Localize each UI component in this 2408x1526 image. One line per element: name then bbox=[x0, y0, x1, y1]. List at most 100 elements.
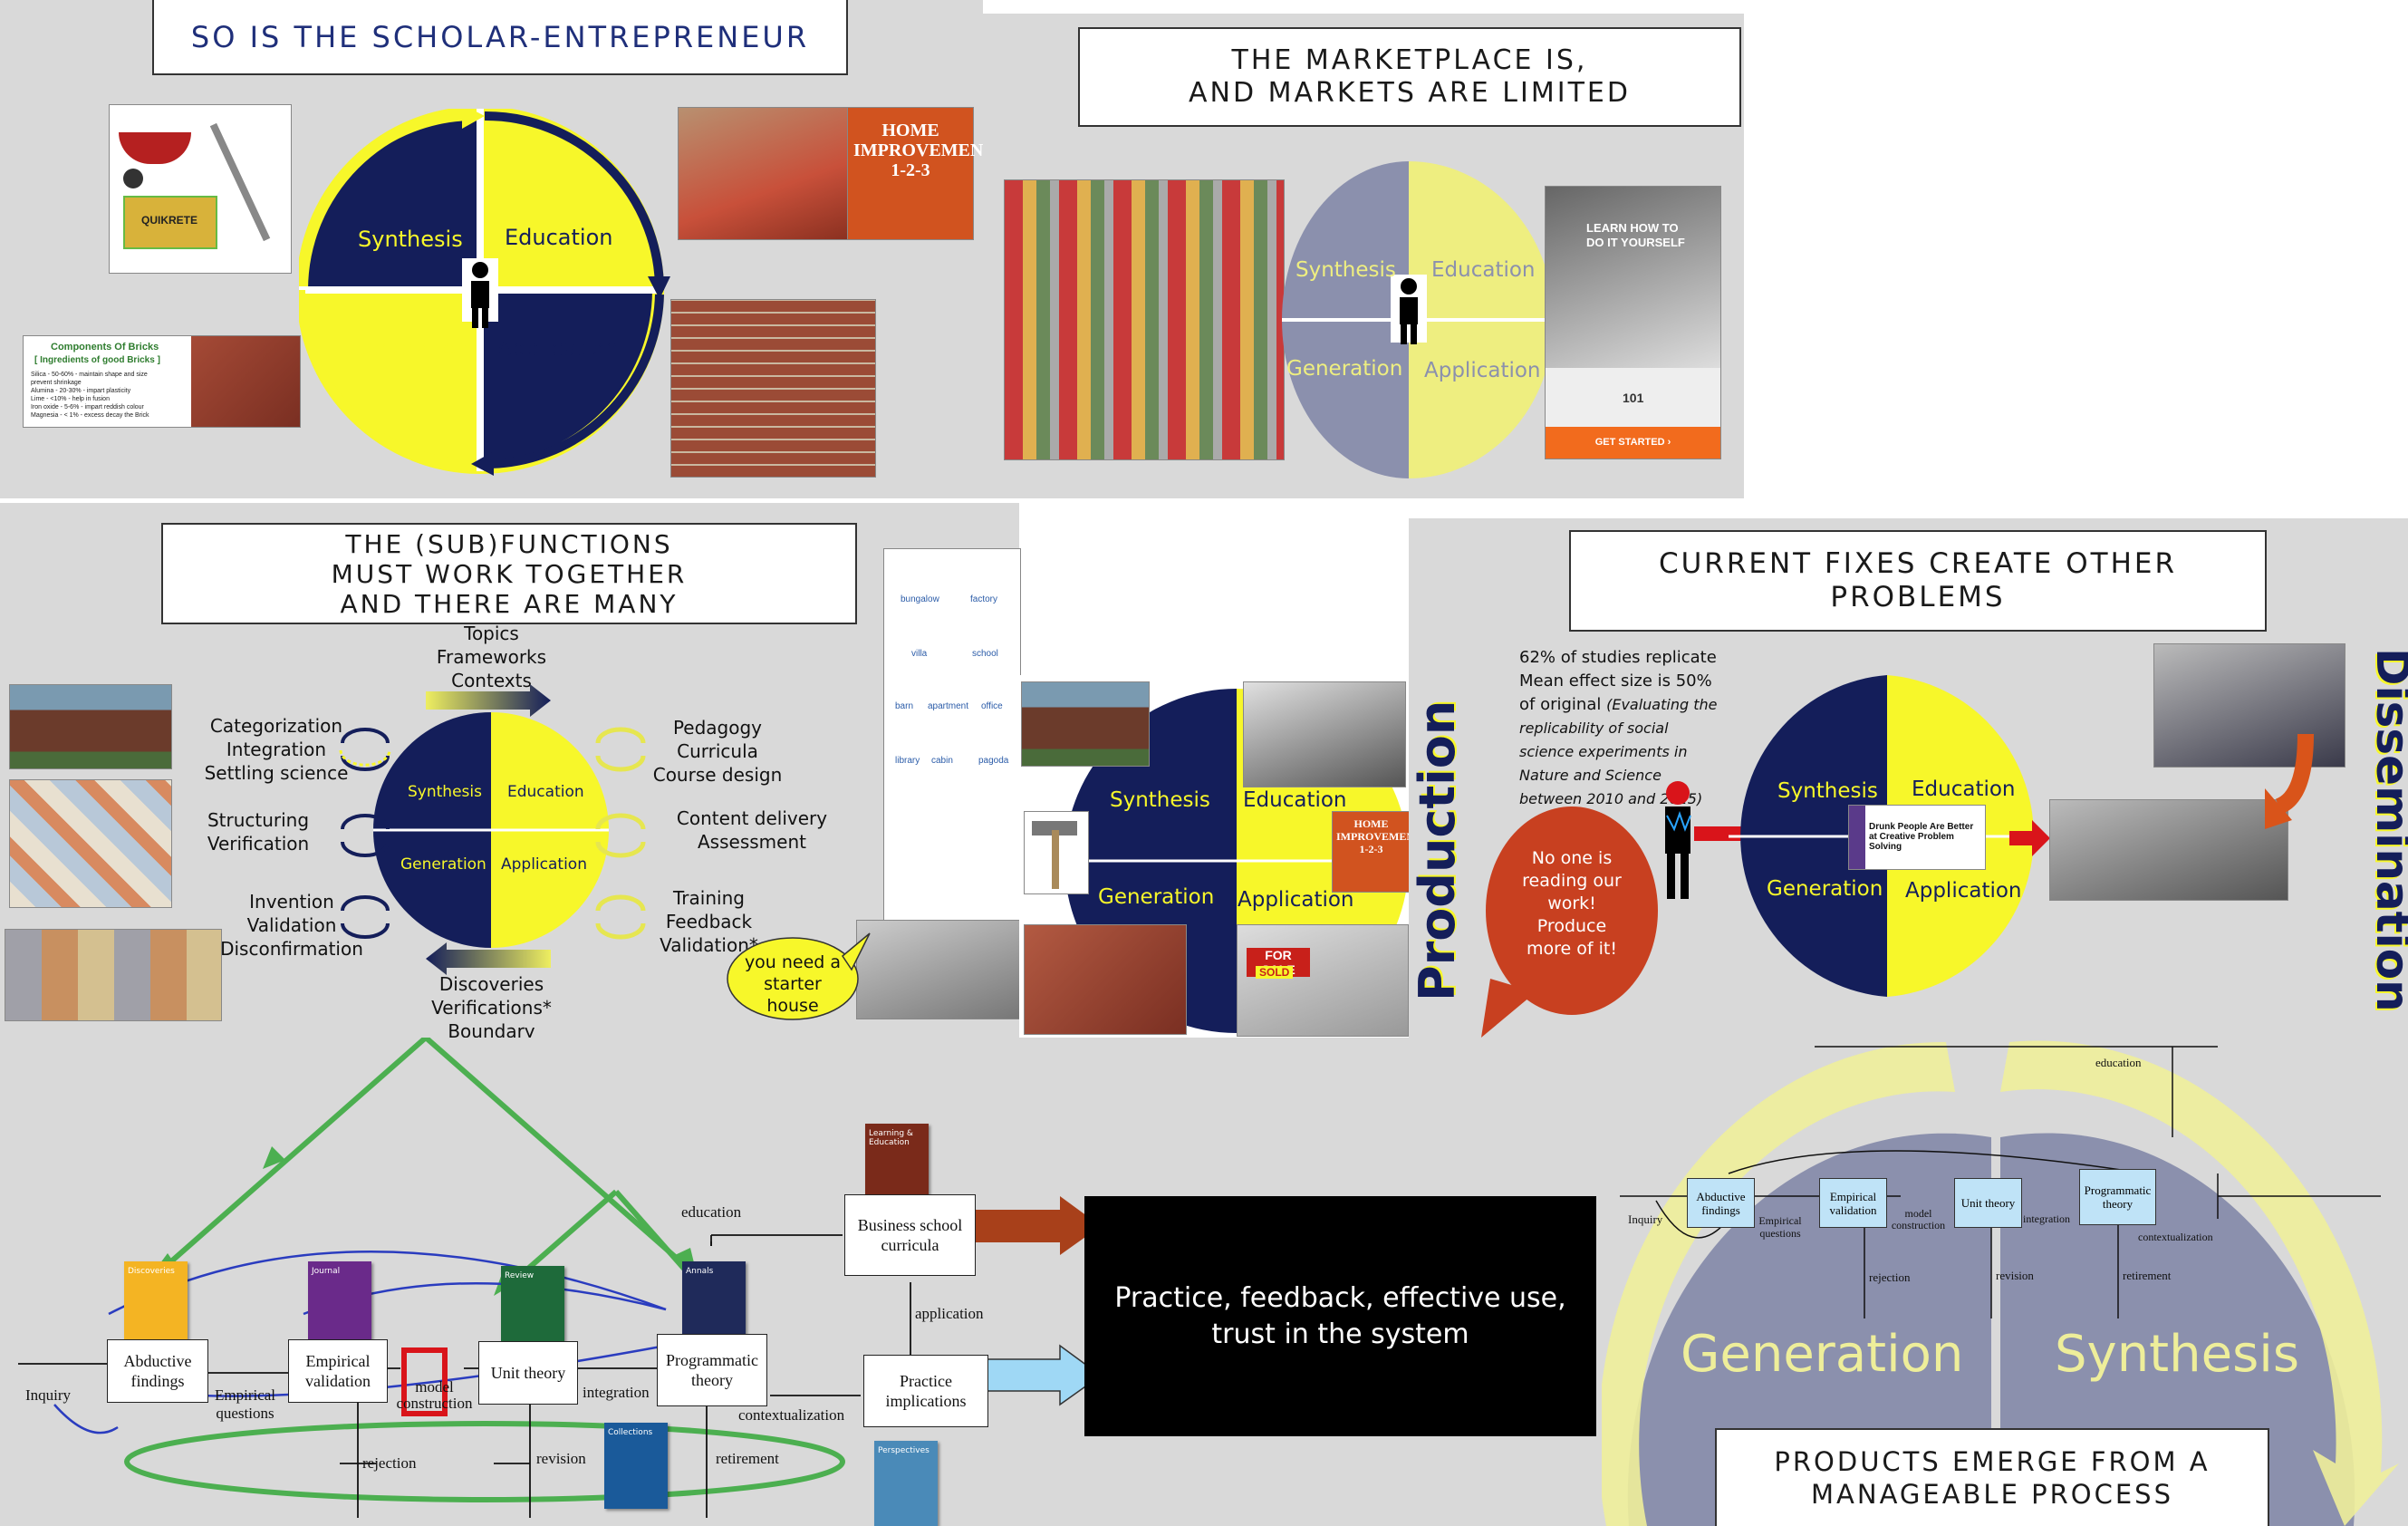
sold-sign: SOLD bbox=[1256, 966, 1294, 979]
bricklaying-photo bbox=[678, 107, 852, 240]
p7-rejection: rejection bbox=[1869, 1270, 1911, 1284]
practice-implications-box: Practice implications bbox=[863, 1355, 988, 1427]
book-journal-label: Journal bbox=[312, 1267, 341, 1276]
top-label-2: Frameworks bbox=[436, 646, 547, 668]
house-type-apartment: apartment bbox=[928, 701, 969, 711]
p7-empirical-validation-box: Empirical validation bbox=[1819, 1178, 1887, 1228]
left-g1-item1: Categorization bbox=[209, 715, 343, 737]
book-review-label: Review bbox=[505, 1271, 535, 1280]
panel2-title: THE MARKETPLACE IS, AND MARKETS ARE LIMI… bbox=[1078, 27, 1741, 127]
left-g3-item2: Validation bbox=[246, 914, 337, 936]
panel5-title: CURRENT FIXES CREATE OTHER PROBLEMS bbox=[1569, 530, 2267, 632]
p7-retirement: retirement bbox=[2123, 1269, 2172, 1282]
ad-line1: LEARN HOW TO bbox=[1586, 221, 1679, 235]
p7-education-label: education bbox=[2095, 1056, 2142, 1069]
p7-model-construction: model construction bbox=[1891, 1207, 1946, 1231]
top-label-1: Topics bbox=[464, 623, 519, 644]
right-g2-item2: Assessment bbox=[698, 831, 806, 853]
p1-application-label: Application bbox=[496, 335, 619, 361]
red-right-arrow bbox=[2009, 820, 2050, 856]
right-g3-item2: Feedback bbox=[665, 911, 753, 932]
house-type-barn: barn bbox=[895, 701, 914, 711]
panel3-title-line2: MUST WORK TOGETHER bbox=[331, 558, 688, 589]
generation-synthesis-domes bbox=[1602, 1040, 2399, 1526]
panel5-title-line1: CURRENT FIXES CREATE OTHER bbox=[1658, 547, 2178, 580]
hammer-icon bbox=[1024, 811, 1089, 894]
quikrete-label: QUIKRETE bbox=[141, 214, 198, 227]
brick-line-6: Magnesia - < 1% - excess decay the Brick bbox=[31, 412, 149, 419]
house-photo-left bbox=[9, 684, 172, 769]
starter-house-text: you need a starter house bbox=[744, 952, 842, 1016]
book-annals-label: Annals bbox=[686, 1267, 714, 1276]
panel7-title: PRODUCTS EMERGE FROM A MANAGEABLE PROCES… bbox=[1715, 1428, 2269, 1526]
empirical-questions-label: Empirical questions bbox=[214, 1386, 276, 1422]
brick-components-card: Components Of Bricks [ Ingredients of go… bbox=[23, 335, 301, 428]
generation-label: Generation bbox=[1681, 1325, 1964, 1384]
empirical-validation-box: Empirical validation bbox=[288, 1339, 388, 1403]
revision-label: revision bbox=[536, 1450, 586, 1467]
p1-education-label: Education bbox=[505, 225, 613, 250]
p4-synthesis-label: Synthesis bbox=[1110, 788, 1210, 812]
left-g1-item3: Settling science bbox=[204, 762, 349, 784]
right-g1-item1: Pedagogy bbox=[672, 717, 763, 739]
left-g1-item2: Integration bbox=[226, 739, 327, 760]
model-construction-label: model construction bbox=[396, 1378, 473, 1412]
p7-revision: revision bbox=[1996, 1269, 2034, 1282]
book-perspectives: Perspectives bbox=[874, 1441, 938, 1526]
left-g3-item1: Invention bbox=[249, 891, 334, 913]
book-learning-label: Learning & Education bbox=[869, 1129, 913, 1147]
article-title: Drunk People Are Better at Creative Prob… bbox=[1869, 822, 1974, 852]
ad-line2: DO IT YOURSELF bbox=[1586, 236, 1685, 249]
panel2-title-line2: AND MARKETS ARE LIMITED bbox=[1189, 77, 1631, 109]
team-photo-p4 bbox=[1243, 681, 1406, 787]
stat-2: Mean effect size is 50% bbox=[1519, 671, 1712, 691]
panel5-title-line2: PROBLEMS bbox=[1830, 581, 2006, 613]
book-learning-education: Learning & Education bbox=[865, 1124, 929, 1201]
brick-line-1: Silica - 50-60% - maintain shape and siz… bbox=[31, 372, 148, 378]
house-type-library: library bbox=[895, 756, 920, 766]
brick-line-3: Alumina - 20-30% - impart plasticity bbox=[31, 388, 131, 394]
cycle-icons-left bbox=[339, 728, 391, 939]
p3-education-label: Education bbox=[507, 783, 584, 801]
p1-synthesis-label: Synthesis bbox=[358, 227, 463, 252]
panel2-cycle-diagram bbox=[1282, 161, 1554, 478]
book-perspectives-label: Perspectives bbox=[878, 1446, 929, 1455]
left-g3-item3: Disconfirmation bbox=[220, 938, 363, 960]
right-g1-item3: Course design bbox=[652, 764, 783, 786]
house-type-bungalow: bungalow bbox=[901, 594, 939, 604]
p1-generation-label: Generation bbox=[349, 335, 470, 361]
left-g2-item1: Structuring bbox=[207, 809, 310, 831]
panel7-title-line1: PRODUCTS EMERGE FROM A bbox=[1774, 1446, 2211, 1477]
p7-contextualization: contextualization bbox=[2138, 1231, 2213, 1243]
p4-generation-label: Generation bbox=[1098, 885, 1215, 909]
home-improvement-book: HOME IMPROVEMENT 1-2-3 bbox=[847, 107, 996, 240]
production-label: Production bbox=[1409, 700, 1466, 1001]
p2-application-label: Application bbox=[1424, 359, 1541, 382]
left-group-3: Invention Validation Disconfirmation bbox=[210, 890, 373, 961]
p7-empirical-questions: Empirical questions bbox=[1758, 1214, 1802, 1240]
left-group-1: Categorization Integration Settling scie… bbox=[199, 714, 353, 785]
house-photo-p4 bbox=[1021, 681, 1150, 767]
p7-programmatic-box: Programmatic theory bbox=[2079, 1169, 2156, 1225]
panel1-title: SO IS THE SCHOLAR-ENTREPRENEUR bbox=[152, 0, 848, 75]
panel3-title-line3: AND THERE ARE MANY bbox=[340, 588, 679, 619]
top-labels: Topics Frameworks Contexts bbox=[417, 622, 566, 692]
book-title: HOME IMPROVEMENT 1-2-3 bbox=[853, 121, 996, 180]
brick-line-5: Iron oxide - 5-6% - impart reddish colou… bbox=[31, 404, 144, 410]
house-type-office: office bbox=[981, 701, 1003, 711]
brick-line-4: Lime - <10% - help in fusion bbox=[31, 396, 110, 402]
p4-book-title: HOME IMPROVEMENT 1-2-3 bbox=[1336, 817, 1421, 855]
panel3-cycle-diagram bbox=[373, 712, 609, 948]
ad-get-started-button[interactable]: GET STARTED › bbox=[1546, 427, 1720, 459]
ad-badge: 101 bbox=[1623, 391, 1644, 405]
house-type-pagoda: pagoda bbox=[978, 756, 1009, 766]
brick-wall-photo bbox=[670, 299, 876, 478]
rejection-label: rejection bbox=[362, 1454, 417, 1472]
p2-generation-label: Generation bbox=[1286, 357, 1403, 381]
p3-synthesis-label: Synthesis bbox=[408, 783, 482, 801]
panel3-title: THE (SUB)FUNCTIONS MUST WORK TOGETHER AN… bbox=[161, 523, 857, 624]
programmatic-theory-box: Programmatic theory bbox=[657, 1334, 767, 1406]
orange-curved-arrow bbox=[2265, 734, 2314, 829]
house-type-factory: factory bbox=[970, 594, 998, 604]
bubble-text: No one is reading our work! Produce more… bbox=[1522, 848, 1622, 959]
